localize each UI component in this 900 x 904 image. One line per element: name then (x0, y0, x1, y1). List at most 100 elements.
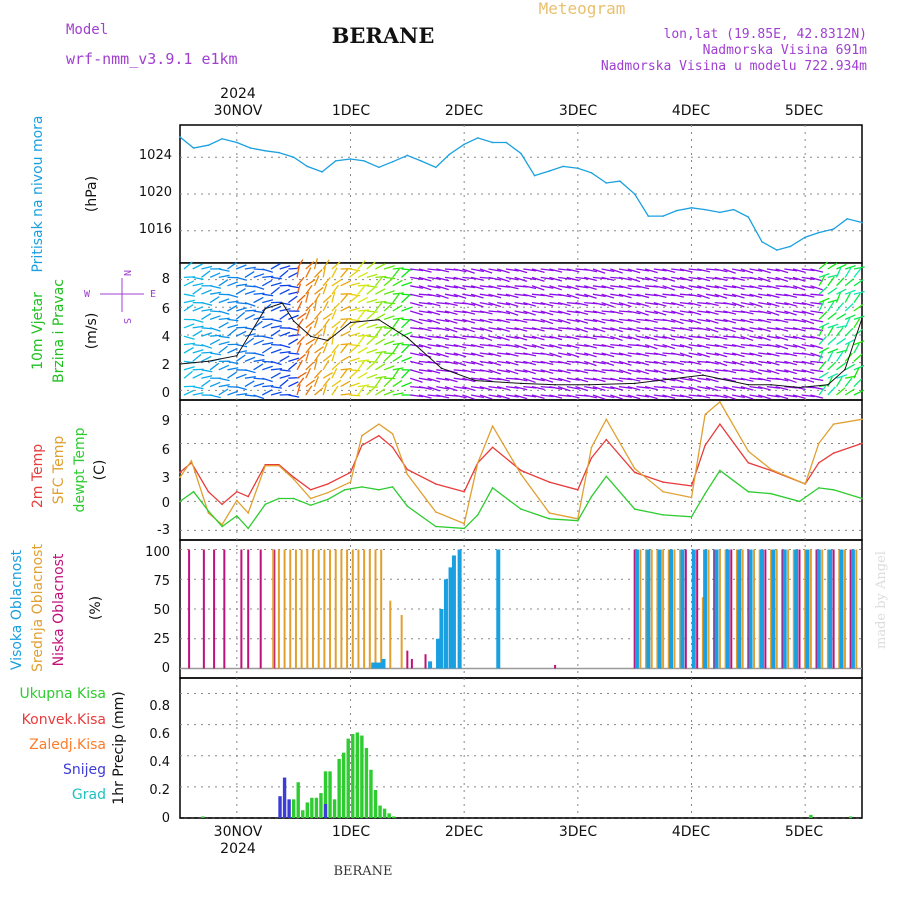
data-point (361, 435, 363, 437)
data-point (691, 485, 693, 487)
cloud-bar (272, 550, 274, 669)
data-point (648, 215, 650, 217)
cloud-bar (787, 550, 789, 669)
bottom-axis-label-4dec: 4DEC (672, 824, 711, 840)
cloud-unit: (%) (88, 596, 104, 620)
cloud-bar (312, 550, 314, 669)
cloud-bar (240, 550, 242, 669)
data-point (748, 216, 750, 218)
cloud-bar (658, 550, 662, 669)
precip-bar (301, 810, 304, 818)
data-point (378, 167, 380, 169)
cloud-bar (346, 550, 348, 669)
data-point (520, 474, 522, 476)
cloud-bar (749, 550, 753, 669)
data-point (435, 483, 437, 485)
cloud-bar (764, 550, 766, 669)
data-point (208, 144, 210, 146)
cloud-bar (776, 550, 778, 669)
cloud-bar (352, 550, 354, 669)
cloud-bar (635, 550, 639, 669)
data-point (221, 526, 223, 528)
data-point (748, 384, 750, 386)
cloud-bar (817, 550, 821, 669)
data-point (770, 493, 772, 495)
cloud-tick-75: 75 (153, 574, 170, 589)
data-point (591, 457, 593, 459)
data-point (293, 478, 295, 480)
cloud-bar (703, 550, 707, 669)
meteogram-label: Meteogram (539, 0, 626, 18)
pressure-panel-frame (180, 125, 862, 263)
precip-bar (315, 798, 318, 818)
wind-tick-6: 6 (162, 302, 170, 317)
data-point (221, 503, 223, 505)
data-point (236, 355, 238, 357)
cloud-bar (771, 550, 775, 669)
data-point (818, 232, 820, 234)
data-point (634, 472, 636, 474)
cloud-bar (363, 550, 365, 669)
data-point (833, 489, 835, 491)
data-point (861, 443, 863, 445)
data-point (562, 166, 564, 168)
cloud-bar (381, 659, 385, 669)
series-line-sfc-temp (180, 402, 862, 525)
data-point (591, 496, 593, 498)
compass-e: E (150, 289, 156, 300)
data-point (247, 496, 249, 498)
data-point (761, 241, 763, 243)
bottom-axis-label-1dec: 1DEC (332, 824, 371, 840)
cloud-bar (715, 550, 719, 669)
cloud-label-low: Niska Oblacnost (51, 553, 67, 666)
data-point (310, 489, 312, 491)
cloud-bar (798, 550, 800, 669)
data-point (605, 439, 607, 441)
data-bars (180, 550, 862, 818)
data-point (668, 378, 670, 380)
data-point (193, 147, 195, 149)
top-axis-label-5dec: 5DEC (785, 103, 824, 119)
data-point (250, 147, 252, 149)
data-point (335, 160, 337, 162)
precip-legend-hail: Grad (72, 787, 106, 803)
data-point (719, 401, 721, 403)
data-point (662, 491, 664, 493)
data-point (619, 180, 621, 182)
cloud-bar (805, 550, 809, 669)
cloud-bar (389, 601, 391, 669)
precip-bar (278, 796, 281, 818)
cloud-bar (223, 550, 225, 669)
station-title: BERANE (332, 23, 435, 48)
pressure-label: Pritisak na nivou mora (30, 115, 46, 272)
data-point (392, 447, 394, 449)
cloud-bar (318, 550, 320, 669)
cloud-bar (742, 550, 744, 669)
data-point (278, 465, 280, 467)
pressure-tick-1020: 1020 (139, 185, 172, 200)
data-point (719, 212, 721, 214)
pressure-tick-1016: 1016 (139, 222, 172, 237)
precip-bar (201, 816, 204, 818)
data-point (293, 156, 295, 158)
cloud-bar (425, 654, 427, 668)
data-point (748, 491, 750, 493)
data-point (492, 447, 494, 449)
data-point (534, 175, 536, 177)
data-point (321, 171, 323, 173)
data-point (463, 144, 465, 146)
precip-legend-convective: Konvek.Kisa (22, 712, 106, 728)
compass-w: W (84, 289, 91, 300)
data-point (293, 498, 295, 500)
data-point (449, 154, 451, 156)
cloud-bar (496, 550, 500, 669)
data-point (770, 384, 772, 386)
wind-tick-8: 8 (162, 272, 170, 287)
data-point (477, 137, 479, 139)
data-point (236, 515, 238, 517)
cloud-bar (306, 550, 308, 669)
precip-tick-0.8: 0.8 (149, 699, 170, 714)
data-point (588, 384, 590, 386)
